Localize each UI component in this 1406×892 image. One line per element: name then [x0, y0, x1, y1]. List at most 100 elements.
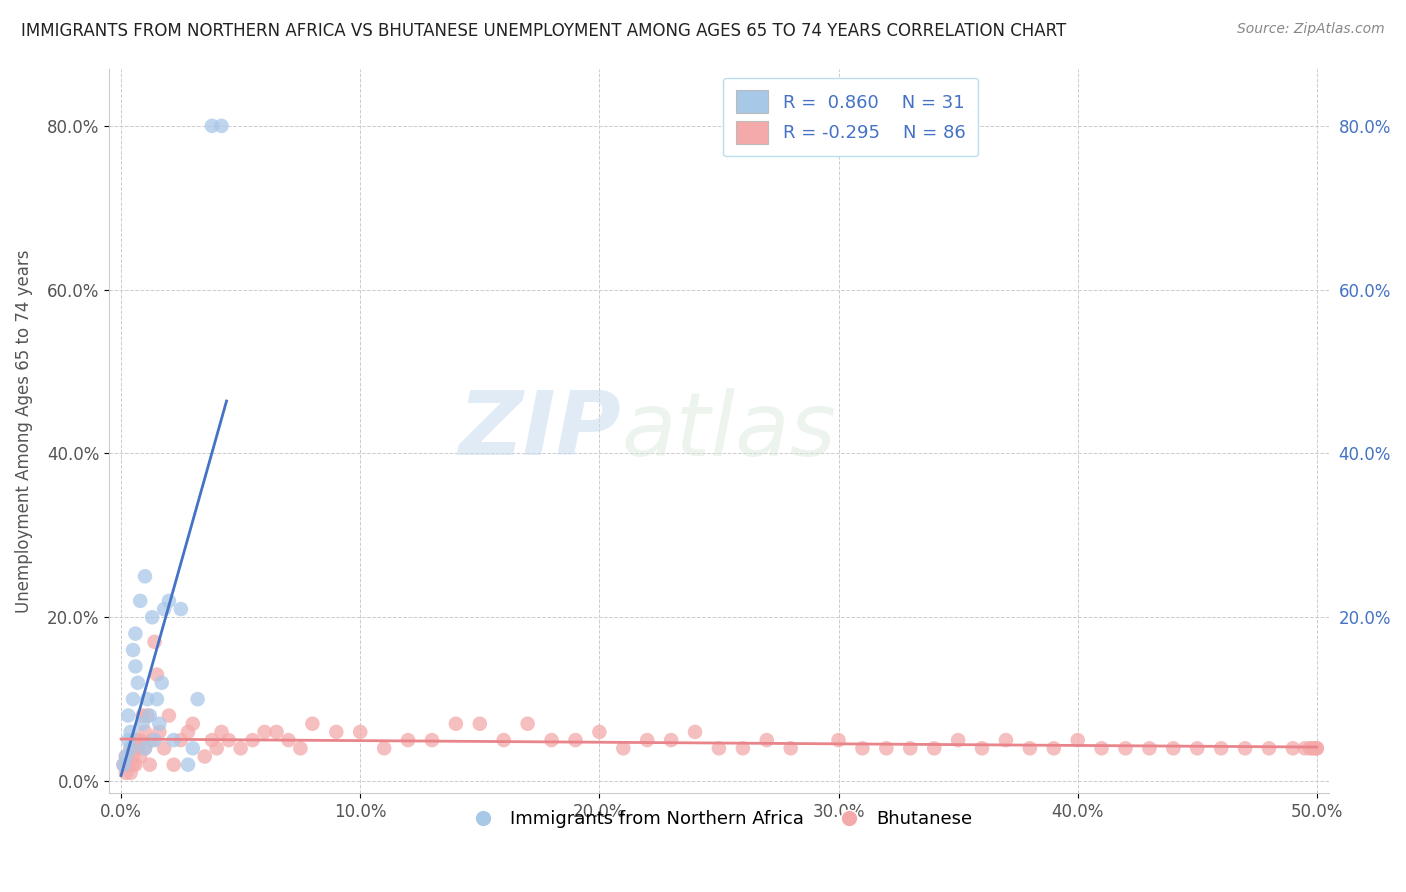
Point [136, 692, 159, 706]
Point [153, 602, 176, 616]
Point [970, 741, 993, 756]
Point [122, 749, 145, 764]
Point [211, 725, 233, 739]
Point [143, 635, 166, 649]
Point [1282, 741, 1305, 756]
Point [1042, 741, 1064, 756]
Text: Source: ZipAtlas.com: Source: ZipAtlas.com [1237, 22, 1385, 37]
Point [1298, 741, 1320, 756]
Point [516, 716, 538, 731]
Point [177, 725, 200, 739]
Point [139, 708, 162, 723]
Point [779, 741, 801, 756]
Point [148, 716, 170, 731]
Point [115, 749, 138, 764]
Point [396, 733, 419, 747]
Point [124, 626, 146, 640]
Text: ZIP: ZIP [458, 387, 621, 475]
Point [1018, 741, 1040, 756]
Point [1187, 741, 1209, 756]
Point [540, 733, 562, 747]
Point [1306, 741, 1329, 756]
Point [444, 716, 467, 731]
Point [157, 708, 180, 723]
Point [898, 741, 921, 756]
Point [266, 725, 288, 739]
Y-axis label: Unemployment Among Ages 65 to 74 years: Unemployment Among Ages 65 to 74 years [15, 249, 32, 613]
Point [827, 733, 849, 747]
Point [731, 741, 754, 756]
Point [112, 757, 135, 772]
Text: IMMIGRANTS FROM NORTHERN AFRICA VS BHUTANESE UNEMPLOYMENT AMONG AGES 65 TO 74 YE: IMMIGRANTS FROM NORTHERN AFRICA VS BHUTA… [21, 22, 1066, 40]
Point [636, 733, 658, 747]
Point [181, 716, 204, 731]
Point [120, 725, 142, 739]
Point [170, 733, 193, 747]
Point [134, 741, 156, 756]
Point [683, 725, 706, 739]
Point [1234, 741, 1257, 756]
Point [134, 741, 156, 756]
Point [153, 741, 176, 756]
Point [120, 741, 142, 756]
Point [1066, 733, 1088, 747]
Point [218, 733, 240, 747]
Point [194, 749, 217, 764]
Point [141, 733, 163, 747]
Point [851, 741, 873, 756]
Point [117, 733, 139, 747]
Point [1294, 741, 1316, 756]
Point [946, 733, 969, 747]
Point [122, 643, 145, 657]
Point [157, 594, 180, 608]
Point [124, 733, 146, 747]
Point [1090, 741, 1112, 756]
Point [1303, 741, 1326, 756]
Point [136, 708, 159, 723]
Text: atlas: atlas [621, 388, 837, 474]
Point [1163, 741, 1185, 756]
Point [148, 725, 170, 739]
Point [129, 594, 152, 608]
Point [127, 741, 149, 756]
Point [301, 716, 323, 731]
Point [131, 716, 153, 731]
Point [612, 741, 634, 756]
Point [170, 602, 193, 616]
Point [201, 733, 224, 747]
Point [112, 757, 135, 772]
Point [349, 725, 371, 739]
Point [1301, 741, 1323, 756]
Point [141, 610, 163, 624]
Point [242, 733, 264, 747]
Point [205, 741, 228, 756]
Point [492, 733, 515, 747]
Point [468, 716, 491, 731]
Point [163, 733, 186, 747]
Point [420, 733, 443, 747]
Point [373, 741, 395, 756]
Point [875, 741, 897, 756]
Point [994, 733, 1017, 747]
Point [146, 667, 169, 681]
Point [325, 725, 347, 739]
Point [124, 757, 146, 772]
Point [122, 757, 145, 772]
Legend: Immigrants from Northern Africa, Bhutanese: Immigrants from Northern Africa, Bhutane… [458, 803, 980, 835]
Point [146, 692, 169, 706]
Point [115, 765, 138, 780]
Point [922, 741, 945, 756]
Point [1211, 741, 1233, 756]
Point [120, 765, 142, 780]
Point [117, 757, 139, 772]
Point [122, 692, 145, 706]
Point [707, 741, 730, 756]
Point [117, 708, 139, 723]
Point [1114, 741, 1136, 756]
Point [201, 119, 224, 133]
Point [150, 675, 173, 690]
Point [564, 733, 586, 747]
Point [127, 675, 149, 690]
Point [177, 757, 200, 772]
Point [1139, 741, 1161, 756]
